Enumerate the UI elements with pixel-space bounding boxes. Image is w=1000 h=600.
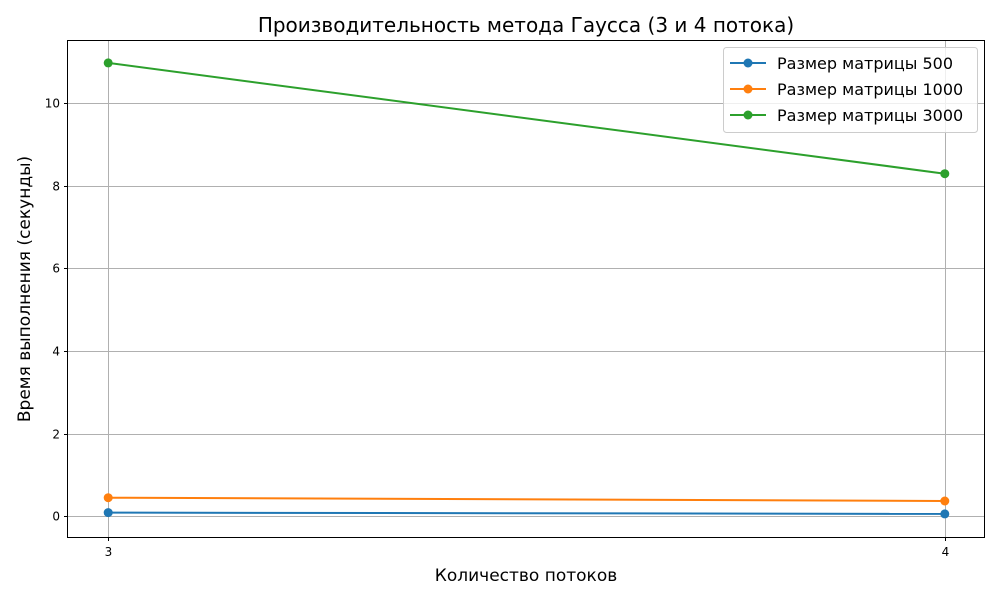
data-point xyxy=(103,493,113,503)
x-tick-label: 3 xyxy=(105,545,113,559)
data-point xyxy=(103,508,113,518)
chart-title: Производительность метода Гаусса (3 и 4 … xyxy=(258,13,794,37)
data-point xyxy=(940,496,950,506)
y-tick-label: 0 xyxy=(52,510,60,524)
legend-label: Размер матрицы 3000 xyxy=(777,106,963,125)
x-axis-label: Количество потоков xyxy=(435,566,617,586)
series-layer xyxy=(103,58,950,519)
data-point xyxy=(940,509,950,519)
data-point xyxy=(940,169,950,179)
y-tick-label: 6 xyxy=(52,262,60,276)
legend-entry: Размер матрицы 3000 xyxy=(730,106,963,125)
series-line xyxy=(108,496,945,502)
legend-label: Размер матрицы 500 xyxy=(777,54,953,73)
legend-entry: Размер матрицы 1000 xyxy=(730,80,963,99)
legend-marker xyxy=(743,58,753,68)
y-axis-label: Время выполнения (секунды) xyxy=(15,156,35,422)
data-point xyxy=(103,58,113,68)
grid-layer xyxy=(68,41,985,537)
x-tick-label: 4 xyxy=(942,545,950,559)
y-axis: 0 2 4 6 8 10 xyxy=(45,97,68,524)
series-line xyxy=(108,61,945,175)
legend: Размер матрицы 500 Размер матрицы 1000 Раз… xyxy=(723,47,978,133)
plot-frame xyxy=(67,40,985,538)
y-tick-label: 2 xyxy=(52,428,60,442)
series-1 xyxy=(103,493,950,506)
legend-entry: Размер матрицы 500 xyxy=(730,54,953,73)
legend-box xyxy=(723,47,978,133)
legend-marker xyxy=(743,84,753,94)
series-line xyxy=(108,511,945,515)
legend-label: Размер матрицы 1000 xyxy=(777,80,963,99)
series-0 xyxy=(103,508,950,519)
y-tick-label: 4 xyxy=(52,345,60,359)
y-tick-label: 8 xyxy=(52,180,60,194)
legend-marker xyxy=(743,110,753,120)
y-tick-label: 10 xyxy=(45,97,60,111)
series-2 xyxy=(103,58,950,179)
